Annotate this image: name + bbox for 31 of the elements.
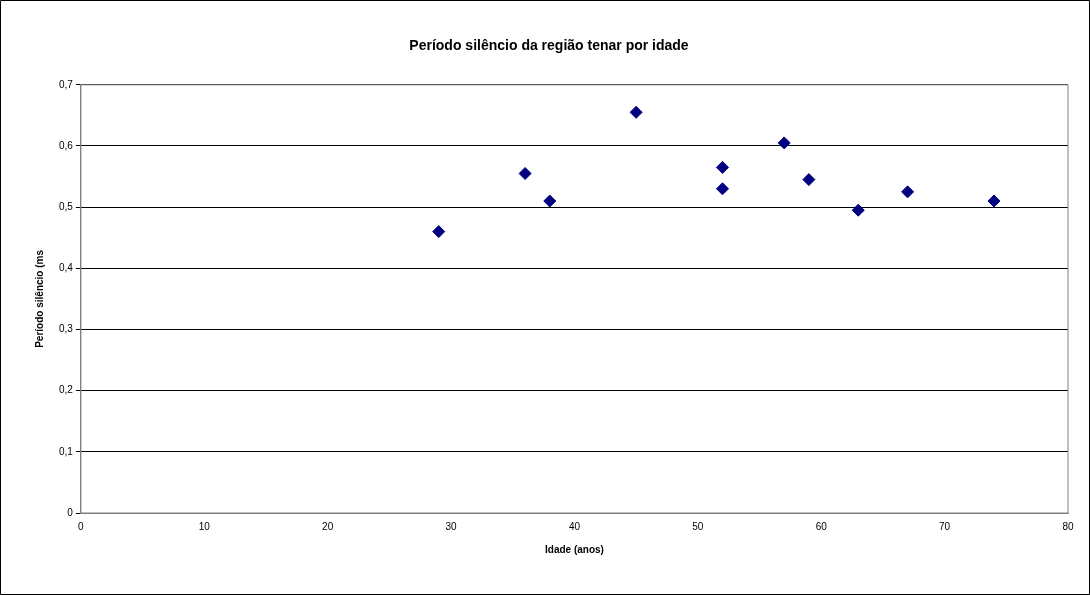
point: [802, 173, 816, 187]
y-tick-label: 0,3: [59, 323, 74, 335]
chart-title: Período silêncio da região tenar por idade: [409, 37, 689, 54]
x-tick-label: 10: [198, 520, 211, 532]
y-tick-label: 0,2: [59, 384, 74, 396]
y-tick-label: 0: [67, 506, 74, 518]
point: [777, 136, 791, 150]
x-tick-label: 30: [445, 520, 458, 532]
x-tick-label: 60: [815, 520, 828, 532]
y-tick-label: 0,5: [59, 200, 74, 212]
y-tick-label: 0,1: [59, 445, 74, 457]
y-tick-label: 0,6: [59, 139, 74, 151]
point: [987, 194, 1001, 208]
x-tick-label: 70: [939, 520, 951, 532]
x-axis-title: Idade (anos): [545, 543, 604, 555]
point: [629, 105, 643, 119]
y-tick-label: 0,7: [59, 78, 74, 90]
x-tick-label: 50: [692, 520, 704, 532]
point: [716, 160, 730, 174]
point: [901, 185, 915, 199]
x-tick-label: 40: [568, 520, 581, 532]
point: [851, 203, 865, 217]
x-tick-label: 20: [322, 520, 334, 532]
y-axis-title: Período silêncio (ms: [33, 249, 45, 348]
point: [543, 194, 557, 208]
x-tick-label: 80: [1062, 520, 1074, 532]
y-tick-label: 0,4: [59, 262, 74, 274]
x-tick-label: 0: [78, 520, 85, 532]
point: [518, 167, 532, 180]
point: [716, 182, 730, 196]
point: [432, 225, 446, 239]
